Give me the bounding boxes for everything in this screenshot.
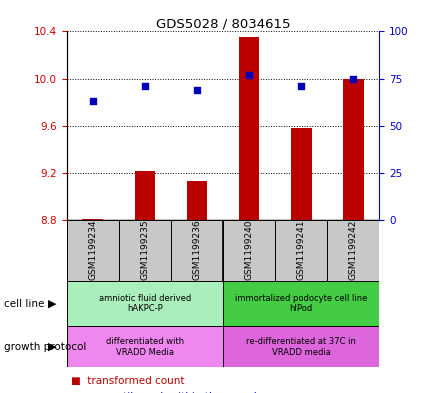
Text: re-differentiated at 37C in
VRADD media: re-differentiated at 37C in VRADD media (246, 337, 355, 356)
Point (245, 72, 252, 78)
Point (193, 87, 200, 93)
Text: immortalized podocyte cell line
hIPod: immortalized podocyte cell line hIPod (234, 294, 366, 313)
Text: cell line: cell line (4, 299, 45, 309)
Text: GSM1199236: GSM1199236 (192, 219, 201, 280)
Text: GSM1199234: GSM1199234 (88, 219, 97, 279)
Text: amniotic fluid derived
hAKPC-P: amniotic fluid derived hAKPC-P (98, 294, 190, 313)
Bar (342, 79, 363, 220)
Bar (223, 326, 378, 367)
Text: GSM1199241: GSM1199241 (296, 219, 305, 279)
Text: ▶: ▶ (47, 342, 56, 352)
Bar (186, 181, 207, 220)
Point (349, 75, 356, 82)
Text: ▶: ▶ (47, 299, 56, 309)
Text: GSM1199242: GSM1199242 (348, 219, 357, 279)
Text: ■  percentile rank within the sample: ■ percentile rank within the sample (71, 392, 263, 393)
Point (89, 98, 96, 105)
Point (297, 83, 304, 89)
Bar (223, 281, 378, 326)
Bar (67, 326, 223, 367)
Bar (67, 281, 223, 326)
Bar (134, 171, 155, 220)
Text: ■  transformed count: ■ transformed count (71, 376, 184, 386)
Bar (238, 37, 259, 220)
Text: GSM1199235: GSM1199235 (140, 219, 149, 280)
Text: growth protocol: growth protocol (4, 342, 86, 352)
Title: GDS5028 / 8034615: GDS5028 / 8034615 (155, 17, 290, 30)
Bar (290, 128, 311, 220)
Text: differentiated with
VRADD Media: differentiated with VRADD Media (106, 337, 184, 356)
Point (141, 83, 148, 89)
Text: GSM1199240: GSM1199240 (244, 219, 253, 279)
